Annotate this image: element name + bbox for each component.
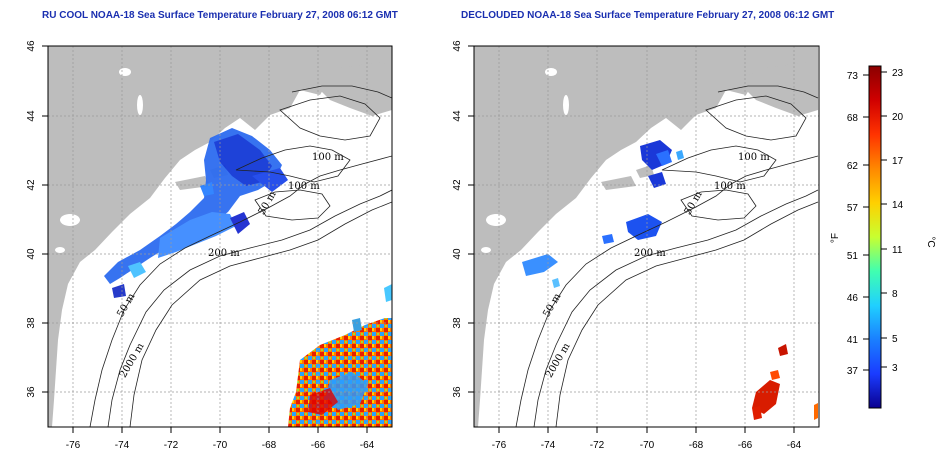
right-sst-coastal bbox=[522, 140, 684, 288]
colorbar-c-labels: 23 20 17 14 11 8 5 3 bbox=[892, 68, 904, 374]
right-lat-tick: 46 bbox=[452, 40, 463, 52]
right-label-200m: 200 m bbox=[634, 248, 666, 259]
left-lat-tick: 42 bbox=[26, 179, 37, 191]
left-map-title: RU COOL NOAA-18 Sea Surface Temperature … bbox=[42, 10, 398, 21]
left-map-axes bbox=[42, 45, 368, 433]
colorbar-f-tick: 51 bbox=[847, 251, 859, 262]
colorbar-f-tick: 73 bbox=[847, 71, 859, 82]
colorbar-f-tick: 62 bbox=[847, 161, 859, 172]
left-lon-tick: -68 bbox=[262, 440, 277, 451]
right-map-title: DECLOUDED NOAA-18 Sea Surface Temperatur… bbox=[461, 10, 835, 21]
left-sst-coastal bbox=[104, 128, 288, 298]
right-lon-tick: -72 bbox=[590, 440, 605, 451]
left-lon-tick: -76 bbox=[66, 440, 81, 451]
left-label-100m-a: 100 m bbox=[312, 152, 344, 163]
left-map-contours bbox=[89, 85, 392, 427]
right-lon-tick-labels: -76 -74 -72 -70 -68 -66 -64 bbox=[492, 440, 802, 451]
colorbar-fahrenheit-label: °F bbox=[830, 233, 841, 243]
right-lon-tick: -76 bbox=[492, 440, 507, 451]
colorbar-ticks bbox=[863, 71, 887, 371]
right-map-grid bbox=[474, 46, 819, 427]
left-lat-tick: 40 bbox=[26, 248, 37, 260]
left-lon-tick-labels: -76 -74 -72 -70 -68 -66 -64 bbox=[66, 440, 375, 451]
left-lat-tick-labels: 46 44 42 40 38 36 bbox=[26, 40, 37, 398]
colorbar-f-tick: 57 bbox=[847, 203, 859, 214]
left-lon-tick: -70 bbox=[213, 440, 228, 451]
colorbar-c-tick: 5 bbox=[892, 334, 898, 345]
right-lon-tick: -70 bbox=[640, 440, 655, 451]
colorbar-celsius-label: °C bbox=[925, 236, 936, 247]
colorbar: 73 68 62 57 51 46 41 37 23 20 17 14 11 8… bbox=[830, 65, 936, 409]
right-lat-tick-labels: 46 44 42 40 38 36 bbox=[452, 40, 463, 398]
left-lon-tick: -74 bbox=[115, 440, 130, 451]
right-lat-tick: 42 bbox=[452, 179, 463, 191]
left-lat-tick: 46 bbox=[26, 40, 37, 52]
left-lon-tick: -72 bbox=[164, 440, 179, 451]
colorbar-c-tick: 11 bbox=[892, 245, 903, 256]
left-lat-tick: 36 bbox=[26, 386, 37, 398]
left-map-land bbox=[48, 46, 392, 427]
right-lat-tick: 38 bbox=[452, 317, 463, 329]
right-map-axes bbox=[468, 45, 795, 433]
right-lat-tick: 36 bbox=[452, 386, 463, 398]
colorbar-c-tick: 20 bbox=[892, 112, 904, 123]
colorbar-gradient bbox=[868, 65, 882, 409]
left-lat-tick: 44 bbox=[26, 110, 37, 122]
colorbar-f-tick: 68 bbox=[847, 113, 859, 124]
right-lon-tick: -64 bbox=[787, 440, 802, 451]
colorbar-c-tick: 8 bbox=[892, 289, 898, 300]
right-lon-tick: -74 bbox=[541, 440, 556, 451]
right-lon-tick: -68 bbox=[689, 440, 704, 451]
right-label-100m-b: 100 m bbox=[714, 181, 746, 192]
left-map-grid bbox=[48, 46, 392, 427]
right-label-100m-a: 100 m bbox=[738, 152, 770, 163]
left-map: 100 m 100 m 50 m 200 m 50 m 2000 m bbox=[48, 46, 392, 427]
right-lat-tick: 44 bbox=[452, 110, 463, 122]
left-sst-gulfstream bbox=[288, 284, 392, 427]
right-lon-tick: -66 bbox=[738, 440, 753, 451]
left-lon-tick: -66 bbox=[311, 440, 326, 451]
colorbar-c-tick: 23 bbox=[892, 68, 904, 79]
colorbar-f-tick: 41 bbox=[847, 335, 859, 346]
colorbar-f-labels: 73 68 62 57 51 46 41 37 bbox=[847, 71, 859, 377]
right-map-contours bbox=[515, 85, 819, 427]
colorbar-c-tick: 3 bbox=[892, 363, 898, 374]
colorbar-f-tick: 46 bbox=[847, 293, 859, 304]
right-lat-tick: 40 bbox=[452, 248, 463, 260]
colorbar-c-tick: 14 bbox=[892, 200, 904, 211]
left-lon-tick: -64 bbox=[360, 440, 375, 451]
right-map: 100 m 100 m 50 m 200 m 50 m 2000 m bbox=[474, 46, 819, 427]
colorbar-f-tick: 37 bbox=[847, 366, 859, 377]
left-label-200m: 200 m bbox=[208, 248, 240, 259]
left-label-100m-b: 100 m bbox=[288, 181, 320, 192]
colorbar-c-tick: 17 bbox=[892, 156, 904, 167]
right-sst-gulfstream bbox=[752, 344, 818, 420]
left-lat-tick: 38 bbox=[26, 317, 37, 329]
